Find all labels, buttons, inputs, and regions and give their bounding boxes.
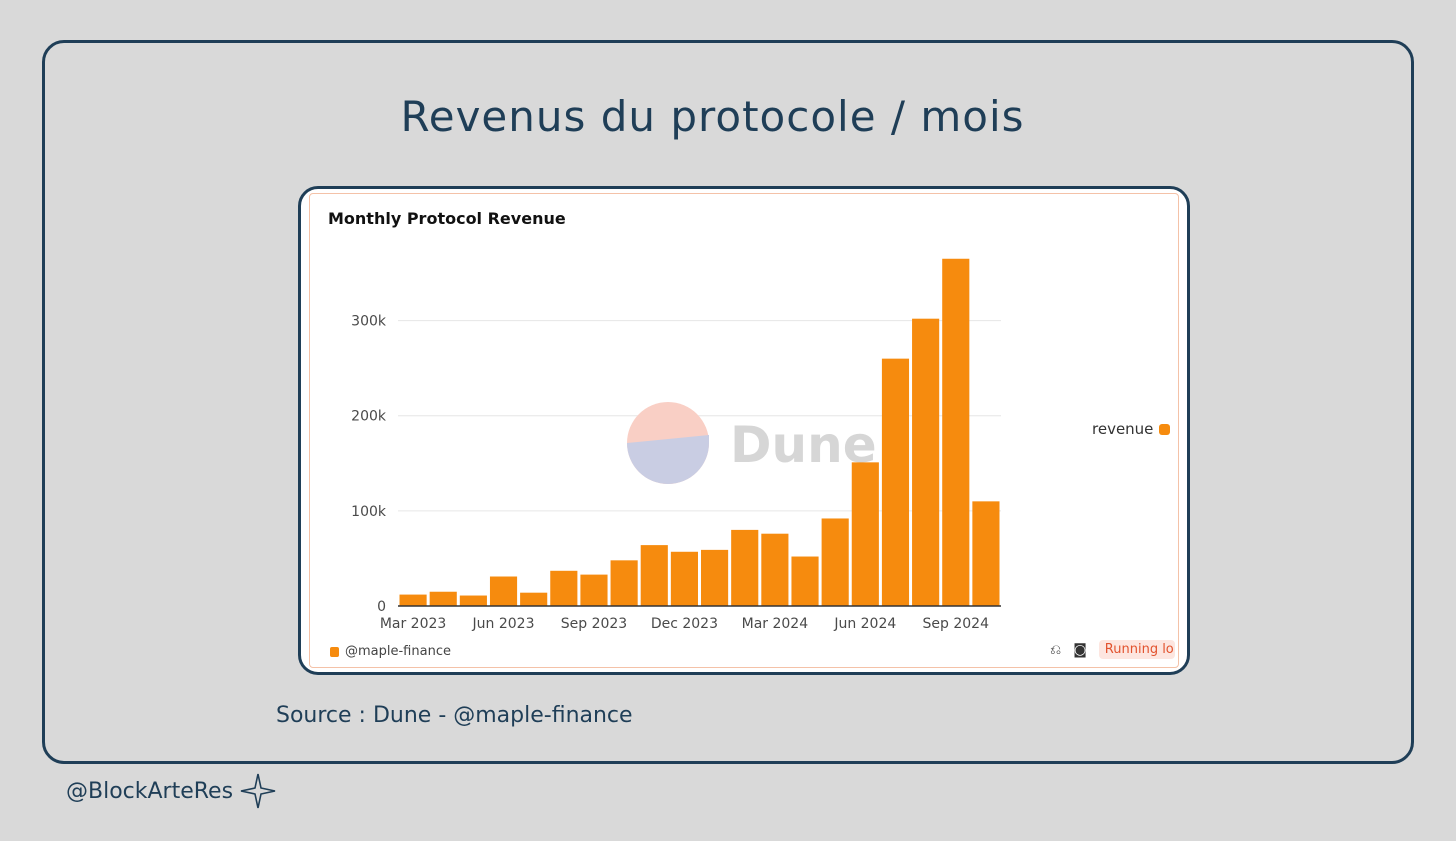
bar[interactable] [972, 501, 1000, 606]
y-tick-label: 300k [351, 314, 387, 330]
x-tick-label: Mar 2023 [380, 616, 447, 632]
bar[interactable] [731, 529, 759, 606]
status-badge: Running lo [1098, 640, 1175, 659]
author-name: @maple-finance [345, 644, 451, 659]
author-handle: @BlockArteRes [66, 772, 277, 810]
bar[interactable] [821, 518, 849, 606]
chart-toolbar: ⎌ ◙ Running lo [1050, 640, 1175, 659]
bar[interactable] [459, 595, 487, 606]
bar[interactable] [942, 258, 970, 606]
bar[interactable] [881, 358, 910, 606]
bar-chart: Dune 0 100k 200k 300k Mar 2023 Jun 2023 Sep 20… [351, 258, 1001, 632]
chart-title: Monthly Protocol Revenue [328, 209, 566, 228]
legend-label: revenue [1092, 420, 1154, 438]
bar[interactable] [399, 594, 427, 606]
bar[interactable] [791, 556, 819, 606]
x-tick-label: Jun 2024 [833, 616, 896, 632]
bar[interactable] [550, 570, 578, 606]
handle-text: @BlockArteRes [66, 778, 234, 804]
query-author[interactable]: @maple-finance [330, 644, 451, 659]
legend-swatch [1159, 423, 1171, 435]
y-tick-label: 100k [351, 504, 387, 520]
camera-icon[interactable]: ◙ [1073, 641, 1087, 658]
bar[interactable] [580, 574, 608, 606]
bar[interactable] [912, 318, 940, 606]
bar[interactable] [761, 533, 789, 606]
slide-title: Revenus du protocole / mois [400, 92, 1025, 141]
bar[interactable] [489, 576, 518, 606]
embed-icon[interactable]: ⎌ [1050, 641, 1062, 658]
chart-panel: Monthly Protocol Revenue Dune 0 100k 200k 3… [309, 193, 1179, 668]
query-icon [330, 646, 339, 657]
bar[interactable] [670, 551, 698, 606]
chart-card: Monthly Protocol Revenue Dune 0 100k 200k 3… [298, 186, 1190, 675]
x-tick-label: Dec 2023 [651, 616, 718, 632]
bar[interactable] [429, 591, 457, 606]
legend[interactable]: revenue [1092, 420, 1171, 438]
x-tick-label: Sep 2023 [561, 616, 627, 632]
x-tick-label: Sep 2024 [923, 616, 990, 632]
y-tick-label: 200k [351, 409, 387, 425]
x-tick-label: Jun 2023 [472, 616, 535, 632]
dune-watermark: Dune [627, 402, 877, 484]
bar[interactable] [701, 549, 729, 606]
bar[interactable] [851, 462, 879, 606]
bar[interactable] [520, 592, 548, 606]
watermark-logo-bottom [627, 435, 709, 484]
x-tick-label: Mar 2024 [742, 616, 809, 632]
bar[interactable] [640, 545, 668, 606]
slide-frame [42, 40, 1414, 764]
y-tick-label: 0 [377, 599, 386, 615]
bar[interactable] [610, 560, 638, 606]
sparkle-icon [240, 773, 276, 809]
source-note: Source : Dune - @maple-finance [276, 703, 633, 728]
